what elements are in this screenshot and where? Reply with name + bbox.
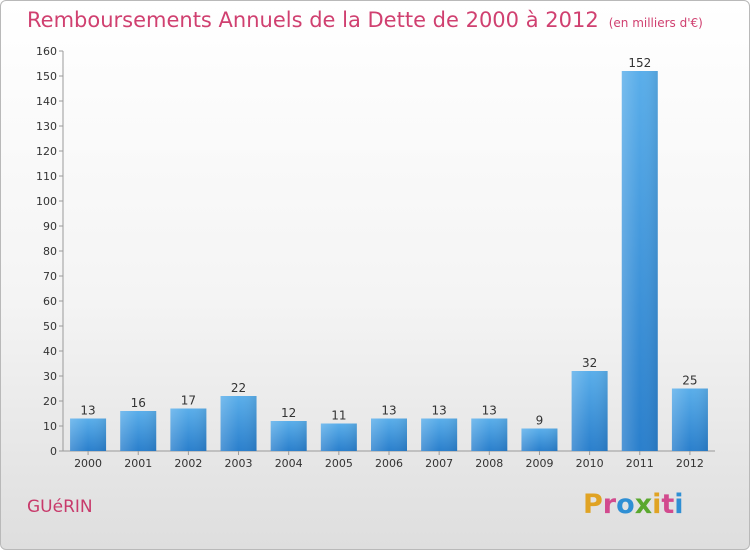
x-tick-label: 2004 xyxy=(275,457,303,470)
bar-shade xyxy=(70,418,107,451)
y-tick-label: 10 xyxy=(43,420,57,433)
bar-value-label: 16 xyxy=(131,396,146,410)
bar-shade xyxy=(170,408,207,451)
bar-shade xyxy=(421,418,458,451)
y-tick-label: 80 xyxy=(43,245,57,258)
y-tick-label: 70 xyxy=(43,270,57,283)
bar-value-label: 9 xyxy=(536,414,544,428)
y-tick-label: 120 xyxy=(36,145,57,158)
y-tick-label: 30 xyxy=(43,370,57,383)
y-tick-label: 90 xyxy=(43,220,57,233)
logo-letter: t xyxy=(661,489,675,520)
y-tick-label: 0 xyxy=(50,445,57,458)
bar-shade xyxy=(671,388,708,451)
chart-unit-label: (en milliers d'€) xyxy=(608,16,703,30)
bar-shade xyxy=(371,418,407,451)
y-tick-label: 40 xyxy=(43,345,57,358)
bar-value-label: 13 xyxy=(432,404,447,418)
logo-letter: P xyxy=(583,489,603,520)
logo-letter: o xyxy=(616,489,635,520)
bar-shade xyxy=(120,411,157,451)
x-tick-label: 2007 xyxy=(425,457,453,470)
bar-shade xyxy=(521,428,558,451)
logo-letter: i xyxy=(674,489,684,520)
x-tick-label: 2006 xyxy=(375,457,403,470)
bar-value-label: 32 xyxy=(582,356,597,370)
bar-value-label: 152 xyxy=(628,56,651,70)
proxiti-logo: Proxiti xyxy=(583,489,684,520)
y-tick-label: 20 xyxy=(43,395,57,408)
x-tick-label: 2000 xyxy=(74,457,102,470)
bar-value-label: 13 xyxy=(80,404,95,418)
chart-title-text: Remboursements Annuels de la Dette de 20… xyxy=(27,8,599,32)
y-tick-label: 100 xyxy=(36,195,57,208)
x-tick-label: 2009 xyxy=(525,457,553,470)
x-tick-label: 2012 xyxy=(676,457,704,470)
bar-value-label: 13 xyxy=(482,404,497,418)
bar-value-label: 11 xyxy=(331,409,346,423)
bar-value-label: 17 xyxy=(181,394,196,408)
bar-shade xyxy=(571,371,608,451)
logo-letter: r xyxy=(602,489,617,520)
y-tick-label: 140 xyxy=(36,95,57,108)
x-tick-label: 2010 xyxy=(576,457,604,470)
x-tick-label: 2011 xyxy=(626,457,654,470)
chart-bars xyxy=(70,71,708,451)
chart-labels: 0 10 20 30 40 50 60 70 80 90 100 110 120 130 140 150 160… xyxy=(36,45,704,470)
bar-shade xyxy=(270,421,307,451)
chart-axes xyxy=(59,50,715,455)
y-tick-label: 60 xyxy=(43,295,57,308)
bar-value-label: 13 xyxy=(381,404,396,418)
x-tick-label: 2005 xyxy=(325,457,353,470)
bar-shade xyxy=(471,418,508,451)
chart-title: Remboursements Annuels de la Dette de 20… xyxy=(27,8,703,32)
y-tick-label: 150 xyxy=(36,70,57,83)
x-tick-label: 2002 xyxy=(174,457,202,470)
logo-letter: x xyxy=(634,489,653,520)
y-tick-label: 50 xyxy=(43,320,57,333)
x-tick-label: 2003 xyxy=(225,457,253,470)
logo-letter: i xyxy=(652,489,662,520)
x-tick-label: 2008 xyxy=(475,457,503,470)
x-tick-label: 2001 xyxy=(124,457,152,470)
bar-shade xyxy=(220,396,257,451)
bar-shade xyxy=(320,423,357,451)
bar-value-label: 12 xyxy=(281,406,296,420)
y-tick-label: 160 xyxy=(36,45,57,58)
bar-value-label: 25 xyxy=(682,374,697,388)
y-tick-label: 110 xyxy=(36,170,57,183)
bar-value-label: 22 xyxy=(231,381,246,395)
commune-name: GUéRIN xyxy=(27,497,93,517)
y-tick-label: 130 xyxy=(36,120,57,133)
bar-shade xyxy=(621,71,658,451)
